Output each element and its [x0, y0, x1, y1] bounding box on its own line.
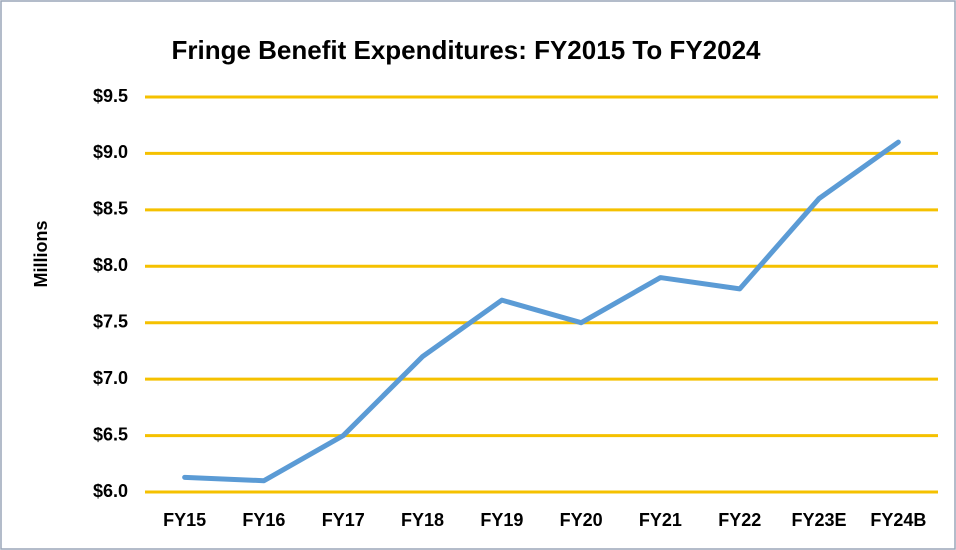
- y-tick-label: $6.5: [93, 424, 128, 444]
- y-axis-label: Millions: [31, 221, 51, 288]
- y-tick-label: $7.0: [93, 368, 128, 388]
- data-line: [182, 139, 901, 484]
- x-tick-label: FY16: [242, 510, 285, 530]
- chart-title: Fringe Benefit Expenditures: FY2015 To F…: [171, 35, 761, 65]
- y-tick-label: $7.5: [93, 311, 128, 331]
- y-tick-label: $9.5: [93, 86, 128, 106]
- y-tick-label: $8.5: [93, 199, 128, 219]
- x-tick-label: FY20: [560, 510, 603, 530]
- y-tick-label: $8.0: [93, 255, 128, 275]
- x-tick-label: FY24B: [870, 510, 926, 530]
- x-tick-label: FY21: [639, 510, 682, 530]
- x-tick-label: FY19: [480, 510, 523, 530]
- x-tick-label: FY15: [163, 510, 206, 530]
- x-tick-label: FY22: [718, 510, 761, 530]
- x-tick-label: FY17: [322, 510, 365, 530]
- x-tick-label: FY18: [401, 510, 444, 530]
- x-tick-label: FY23E: [792, 510, 847, 530]
- y-tick-label: $9.0: [93, 142, 128, 162]
- y-tick-label: $6.0: [93, 481, 128, 501]
